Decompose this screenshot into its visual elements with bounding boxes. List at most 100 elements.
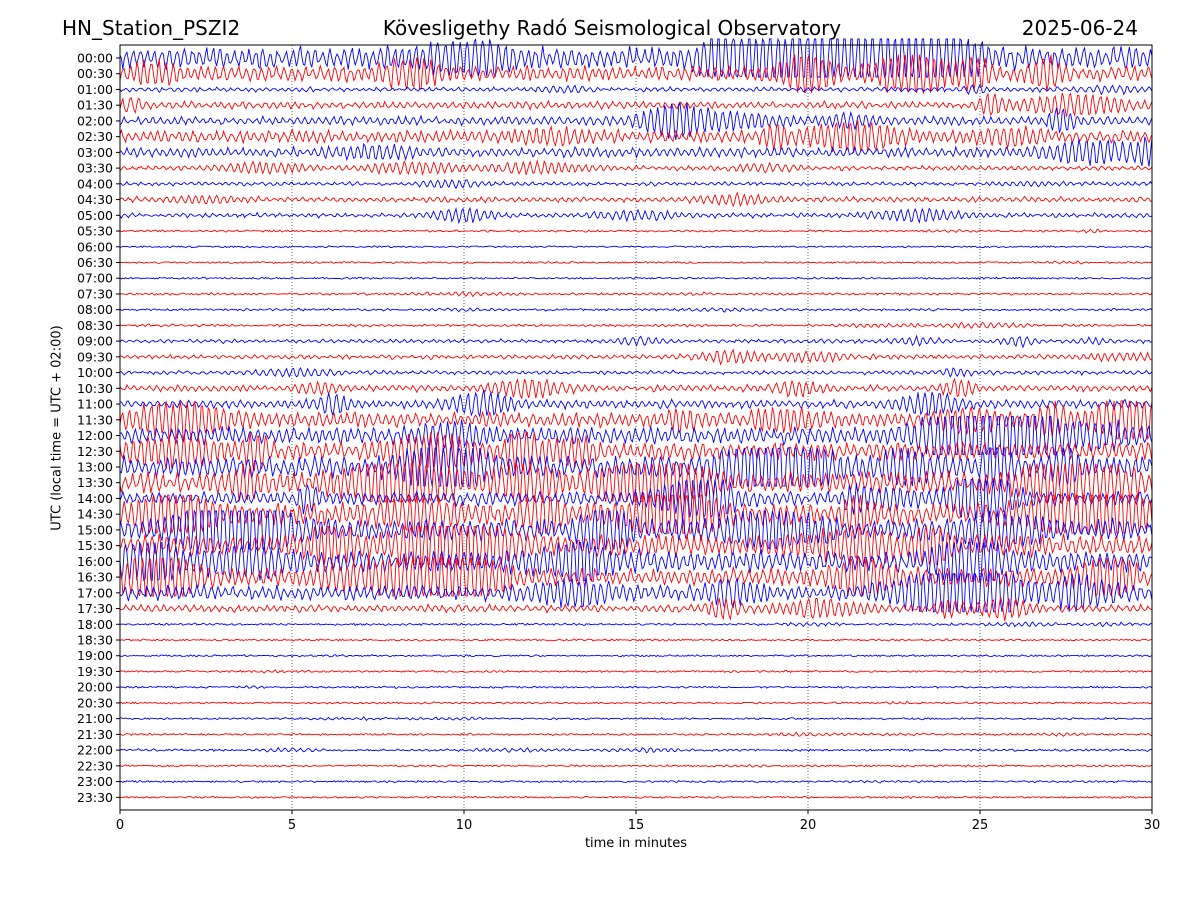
trace-line [119,556,1153,598]
trace-line [119,400,1153,441]
row-label-layer: 00:0000:3001:0001:3002:0002:3003:0003:30… [77,51,120,805]
trace-line [119,746,1152,754]
row-time-label: 01:00 [77,82,113,97]
trace-line [119,136,1153,167]
x-tick-label: 15 [628,818,645,833]
row-time-label: 22:00 [77,743,113,758]
row-time-label: 02:30 [77,129,113,144]
trace-line [119,102,1153,140]
row-time-label: 10:30 [77,381,113,396]
row-time-label: 21:30 [77,727,113,742]
row-time-label: 05:30 [77,224,113,239]
row-time-label: 19:00 [77,648,113,663]
row-time-label: 18:30 [77,633,113,648]
trace-line [119,653,1152,658]
grid-layer [291,45,981,810]
trace-line [119,478,1153,520]
trace-line [119,206,1152,225]
row-time-label: 23:30 [77,790,113,805]
trace-line [119,764,1152,768]
x-tick-label: 0 [116,818,124,833]
trace-line [119,731,1152,737]
row-time-label: 04:00 [77,176,113,191]
trace-line [119,446,1153,488]
row-time-label: 09:30 [77,349,113,364]
row-time-label: 11:00 [77,397,113,412]
x-tick-label: 5 [288,818,296,833]
trace-line [119,493,1153,535]
row-time-label: 14:30 [77,507,113,522]
observatory-title: Kövesligethy Radó Seismological Observat… [382,16,842,40]
trace-line [119,92,1153,118]
trace-line [119,509,1153,550]
trace-line [119,716,1153,722]
row-time-label: 23:00 [77,774,113,789]
x-tick-layer: 0 5 10 15 20 25 30 [116,810,1160,833]
row-time-label: 20:30 [77,695,113,710]
row-time-label: 12:00 [77,428,113,443]
row-time-label: 06:00 [77,239,113,254]
row-time-label: 01:30 [77,98,113,113]
row-time-label: 00:00 [77,51,113,66]
trace-line [119,669,1153,674]
trace-line [119,53,1153,95]
x-tick-label: 20 [800,818,817,833]
trace-line [119,306,1153,313]
trace-line [119,245,1152,249]
row-time-label: 15:00 [77,522,113,537]
row-time-label: 12:30 [77,444,113,459]
trace-layer [119,37,1153,800]
trace-line [119,228,1152,234]
row-time-label: 03:00 [77,145,113,160]
trace-line [119,291,1153,298]
row-time-label: 10:00 [77,365,113,380]
trace-line [119,366,1153,378]
trace-line [119,461,1153,504]
trace-line [119,621,1152,628]
row-time-label: 09:00 [77,334,113,349]
trace-line [119,321,1153,330]
row-time-label: 00:30 [77,66,113,81]
row-time-label: 04:30 [77,192,113,207]
row-time-label: 17:00 [77,585,113,600]
trace-line [119,334,1152,349]
row-time-label: 11:30 [77,412,113,427]
trace-line [119,191,1152,208]
trace-line [119,377,1153,400]
trace-line [119,159,1153,176]
row-time-label: 16:00 [77,554,113,569]
row-time-label: 22:30 [77,758,113,773]
row-time-label: 18:00 [77,617,113,632]
plot-frame [119,44,1153,811]
trace-line [120,260,1153,265]
trace-line [119,178,1153,190]
y-axis-label: UTC (local time = UTC + 02:00) [49,325,65,531]
row-time-label: 08:00 [77,302,113,317]
trace-line [119,795,1153,800]
trace-line [119,389,1152,418]
row-time-label: 13:00 [77,459,113,474]
x-tick-label: 25 [972,818,989,833]
row-time-label: 07:30 [77,286,113,301]
row-time-label: 07:00 [77,271,113,286]
trace-line [119,524,1153,567]
trace-line [119,276,1152,280]
row-time-label: 19:30 [77,664,113,679]
trace-line [120,700,1153,705]
x-axis-label: time in minutes [584,836,688,851]
trace-line [119,779,1152,784]
row-time-label: 21:00 [77,711,113,726]
row-time-label: 05:00 [77,208,113,223]
trace-line [119,685,1153,690]
row-time-label: 17:30 [77,601,113,616]
trace-line [119,596,1153,622]
x-tick-label: 30 [1144,818,1161,833]
date-label: 2025-06-24 [1021,16,1138,40]
trace-line [119,348,1152,366]
row-time-label: 16:30 [77,570,113,585]
trace-line [119,430,1153,472]
row-time-label: 13:30 [77,475,113,490]
trace-line [119,572,1153,613]
row-time-label: 06:30 [77,255,113,270]
